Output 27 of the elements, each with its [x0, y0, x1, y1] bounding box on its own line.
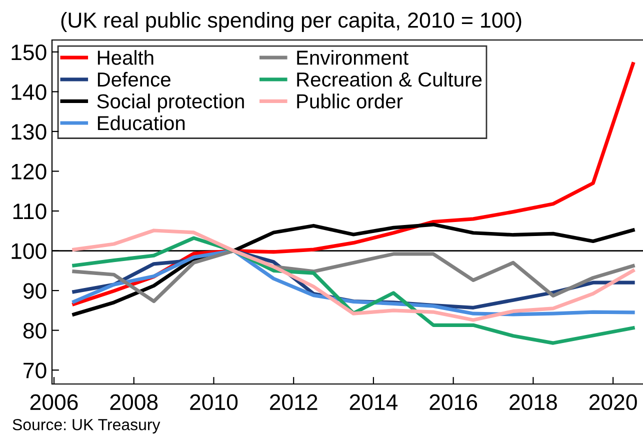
x-tick-label: 2014 — [350, 394, 398, 410]
y-tick-label: 140 — [12, 84, 46, 100]
y-tick-label: 90 — [23, 283, 46, 299]
legend-label: Environment — [297, 50, 408, 65]
y-tick-label: 150 — [12, 44, 46, 60]
x-tick-label: 2008 — [110, 394, 158, 410]
legend-label: Defence — [98, 72, 170, 87]
y-tick-label: 120 — [12, 164, 46, 180]
line-series — [72, 236, 635, 345]
chart-title: (UK real public spending per capita, 2010 = 100) — [61, 12, 522, 32]
x-tick-label: 2006 — [30, 394, 78, 410]
legend-label: Recreation & Culture — [297, 72, 482, 87]
legend-label: Education — [98, 115, 185, 130]
legend-label: Social protection — [97, 94, 244, 112]
x-tick-label: 2010 — [190, 394, 238, 410]
x-tick-label: 2016 — [430, 394, 478, 410]
y-tick-label: 100 — [12, 243, 46, 260]
y-tick-label: 70 — [24, 362, 46, 378]
legend-label: Health — [98, 50, 154, 65]
legend-label: Public order — [297, 94, 403, 108]
x-tick-label: 2020 — [589, 394, 637, 410]
y-tick-label: 80 — [23, 322, 46, 339]
x-tick-label: 2012 — [270, 394, 318, 410]
x-tick-label: 2018 — [510, 394, 557, 410]
y-tick-label: 110 — [13, 204, 46, 220]
source-note: Source: UK Treasury — [12, 418, 160, 434]
y-tick-label: 130 — [12, 124, 46, 140]
